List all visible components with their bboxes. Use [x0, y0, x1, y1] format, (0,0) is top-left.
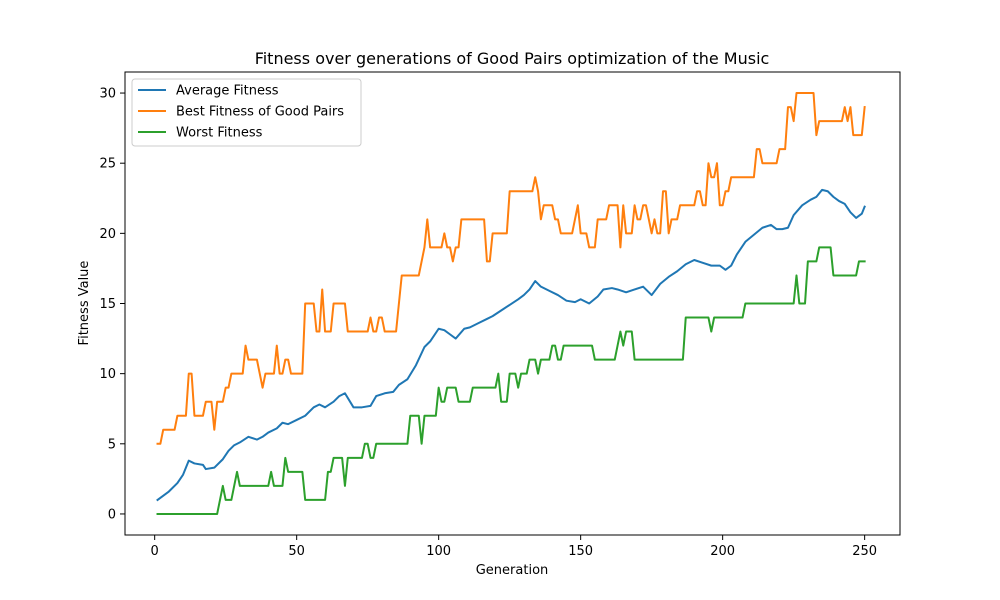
series-line-2	[156, 246, 866, 515]
y-axis: 0 5 10 15 20 25 30	[99, 87, 125, 522]
y-tick-label: 0	[108, 507, 116, 522]
y-tick-label: 10	[99, 367, 116, 382]
x-tick-label: 100	[426, 544, 451, 559]
legend: Average Fitness Best Fitness of Good Pair…	[131, 78, 362, 147]
x-tick-label: 200	[710, 544, 735, 559]
legend-label-0: Average Fitness	[176, 84, 279, 99]
x-axis-label: Generation	[476, 563, 549, 578]
series-line-1	[156, 92, 866, 445]
x-tick-label: 150	[568, 544, 593, 559]
y-tick-label: 30	[99, 87, 116, 102]
series-line-0	[156, 188, 866, 502]
legend-box	[131, 78, 362, 147]
series-layer	[156, 92, 866, 515]
y-tick-label: 20	[99, 227, 116, 242]
x-tick-label: 250	[852, 544, 877, 559]
y-tick-label: 25	[99, 157, 116, 172]
legend-label-2: Worst Fitness	[176, 126, 263, 141]
x-tick-label: 50	[288, 544, 305, 559]
y-tick-label: 5	[108, 437, 116, 452]
x-axis: 0 50 100 150 200 250	[151, 535, 877, 559]
chart-title: Fitness over generations of Good Pairs o…	[255, 49, 770, 68]
legend-label-1: Best Fitness of Good Pairs	[176, 105, 344, 120]
x-tick-label: 0	[151, 544, 159, 559]
y-tick-label: 15	[99, 297, 116, 312]
y-axis-label: Fitness Value	[77, 261, 92, 346]
